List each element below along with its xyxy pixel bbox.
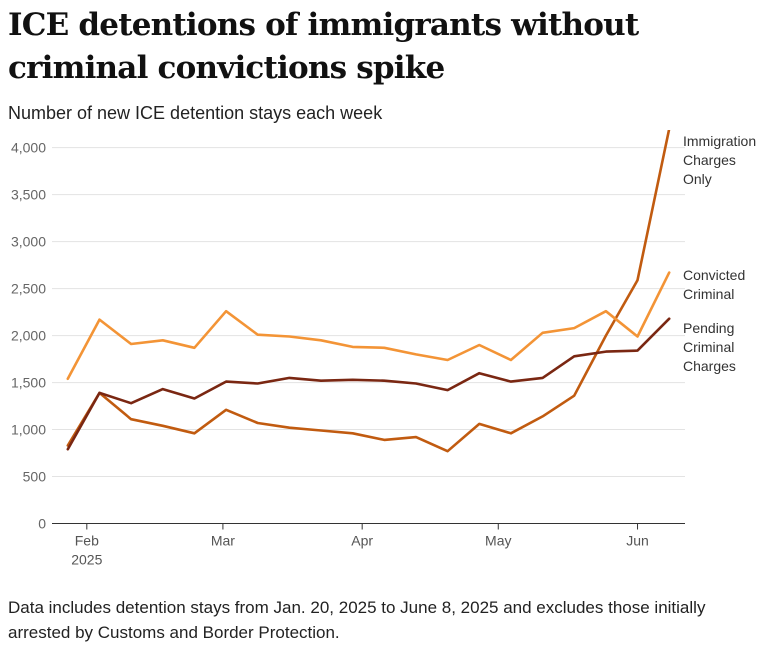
series-label: Immigration	[683, 133, 756, 149]
x-tick-label: Jun	[626, 533, 649, 549]
series-line-pending-criminal-charges	[66, 317, 671, 451]
series-label: Only	[683, 171, 712, 187]
y-tick-label: 1,000	[11, 422, 46, 438]
y-tick-label: 0	[38, 516, 46, 532]
series-label: Criminal	[683, 286, 734, 302]
y-tick-label: 3,000	[11, 234, 46, 250]
x-tick-label: Mar	[211, 533, 235, 549]
footnote: Data includes detention stays from Jan. …	[8, 598, 706, 642]
series-line-immigration-charges-only	[66, 130, 671, 453]
line-chart: 05001,0001,5002,0002,5003,0003,5004,000 …	[11, 130, 756, 568]
y-tick-label: 4,000	[11, 140, 46, 156]
y-tick-label: 2,500	[11, 281, 46, 297]
chart-subtitle: Number of new ICE detention stays each w…	[8, 103, 383, 123]
series-label: Charges	[683, 152, 736, 168]
series-line-convicted-criminal	[66, 271, 671, 381]
series-label: Pending	[683, 320, 734, 336]
x-tick-label: Feb	[75, 533, 99, 549]
y-tick-label: 2,000	[11, 328, 46, 344]
x-tick-sublabel: 2025	[71, 552, 102, 568]
x-tick-label: Apr	[351, 533, 373, 549]
series-label: Criminal	[683, 339, 734, 355]
chart-title: ICE detentions of immigrants without cri…	[8, 7, 639, 86]
y-tick-label: 500	[23, 469, 47, 485]
y-tick-label: 1,500	[11, 375, 46, 391]
x-tick-label: May	[485, 533, 511, 549]
y-tick-label: 3,500	[11, 187, 46, 203]
series-label: Charges	[683, 358, 736, 374]
series-label: Convicted	[683, 267, 745, 283]
